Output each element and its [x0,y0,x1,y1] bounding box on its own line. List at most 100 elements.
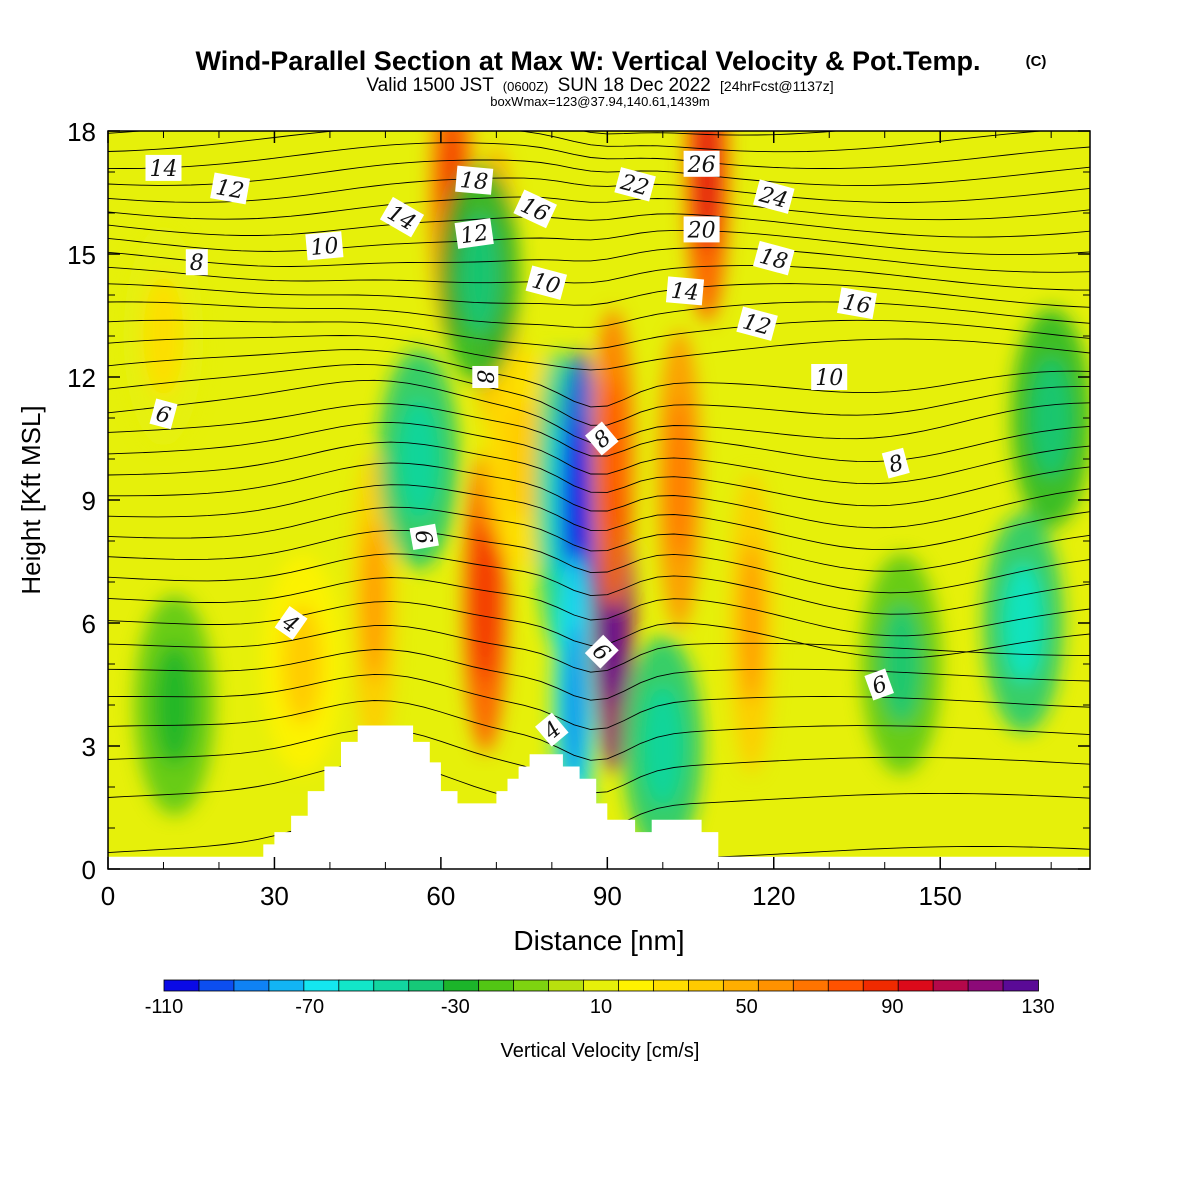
x-tick-label-90: 90 [593,881,622,911]
contour-label-text: 12 [459,221,490,250]
contour-label-box [379,196,425,238]
colorbar-tick--70: -70 [295,996,324,1018]
contour-label-7: 8 [471,366,499,388]
colorbar-swatch-15 [688,979,725,992]
contour-label-text: 14 [670,279,700,306]
contour-label-box [472,366,499,388]
theta-contour-20 [108,335,1090,371]
theta-contour-22 [108,301,1090,328]
contour-label-14: 12 [454,218,494,250]
theta-contour-21 [108,319,1090,350]
contour-label-box [837,287,877,320]
contour-label-13: 12 [210,172,251,205]
x-axis-label: Distance [nm] [513,925,684,956]
theta-contour-23 [108,283,1090,308]
w-core-9 [564,625,585,785]
y-axis-label: Height [Kft MSL] [16,405,46,594]
colorbar-tick--30: -30 [441,996,470,1018]
colorbar-swatch-9 [478,979,515,992]
x-tick-label-150: 150 [919,881,962,911]
colorbar-swatch-20 [862,979,900,992]
contour-label-text: 16 [841,290,873,319]
contour-label-text: 6 [153,401,173,429]
contour-label-box [305,231,344,261]
contour-label-box [525,265,568,300]
y-tick-label-3: 3 [82,732,96,762]
colorbar-swatch-14 [653,979,690,992]
colorbar-tick--110: -110 [145,996,184,1018]
theta-contour-26 [108,229,1090,256]
colorbar-swatch-5 [338,979,375,992]
contour-label-2: 6 [149,398,178,430]
colorbar-label: Vertical Velocity [cm/s] [501,1040,700,1062]
colorbar-swatch-8 [443,979,480,992]
contour-label-text: 12 [214,175,246,204]
contour-label-text: 20 [687,218,716,243]
contour-label-box [185,249,208,276]
contour-label-box [535,712,569,747]
x-tick-label-30: 30 [260,881,289,911]
colorbar-swatch-13 [618,979,655,992]
colorbar-swatch-19 [827,979,865,992]
contour-label-box [145,154,182,181]
boxmax-line: boxWmax=123@37.94,140.61,1439m [490,94,710,109]
colorbar-swatch-7 [408,979,445,992]
x-tick-label-0: 0 [101,881,115,911]
contour-label-9: 8 [881,447,910,479]
colorbar-swatch-3 [268,979,305,992]
w-core-15 [741,543,762,703]
w-core-11 [602,379,623,539]
theta-contour-24 [108,265,1090,291]
w-core-17 [1003,563,1044,683]
contour-label-box [149,398,178,430]
contour-label-text: 10 [815,366,843,391]
colorbar-tick-10: 10 [590,996,612,1018]
contour-label-box [753,179,795,214]
theta-contour-31 [108,142,1090,169]
contour-label-box [274,606,308,640]
w-core-12 [642,686,683,806]
theta-contour-6 [108,624,1090,673]
contour-label-box [614,167,656,202]
theta-contour-32 [108,131,1048,153]
contour-label-box [585,421,619,456]
contour-label-box [736,306,778,341]
w-core-0 [364,522,385,683]
colorbar-swatch-18 [792,979,830,992]
w-core-21 [143,276,184,396]
theta-contour-12 [108,484,1090,551]
copyright-mark: (C) [1026,53,1047,70]
contour-label-24: 22 [614,167,656,202]
colorbar: -110 -70 -30 10 50 90 130 [145,979,1055,1018]
contour-label-box [811,364,848,390]
contour-label-10: 10 [305,231,344,261]
contour-label-5: 6 [864,668,894,701]
colorbar-swatch-11 [548,979,585,992]
x-tick-label-120: 120 [752,881,795,911]
contour-label-3: 6 [409,523,439,550]
theta-contour-3 [108,700,1090,761]
contour-label-text: 8 [190,251,204,276]
colorbar-swatch-12 [583,979,620,992]
contour-label-18: 14 [665,276,705,306]
contour-label-20: 16 [837,287,877,320]
theta-contour-9 [108,553,1090,615]
colorbar-swatch-1 [198,979,235,992]
colorbar-swatch-16 [722,979,760,992]
valid-time-line: Valid 1500 JST (0600Z) SUN 18 Dec 2022 [… [366,75,833,96]
w-core-19 [154,645,195,765]
colorbar-tick-50: 50 [736,996,758,1018]
contour-label-box [881,447,910,479]
theta-contour-25 [108,247,1090,273]
contour-label-box [665,276,705,306]
y-tick-label-9: 9 [82,486,96,516]
colorbar-swatch-0 [163,979,200,992]
theta-contour-11 [108,506,1090,572]
theta-contour-10 [108,529,1090,594]
theta-contour-30 [108,159,1090,186]
theta-contour-29 [108,177,1090,203]
theta-contour-19 [108,349,1090,408]
theta-contour-8 [108,577,1090,637]
theta-contour-13 [108,462,1090,529]
colorbar-swatch-21 [897,979,935,992]
